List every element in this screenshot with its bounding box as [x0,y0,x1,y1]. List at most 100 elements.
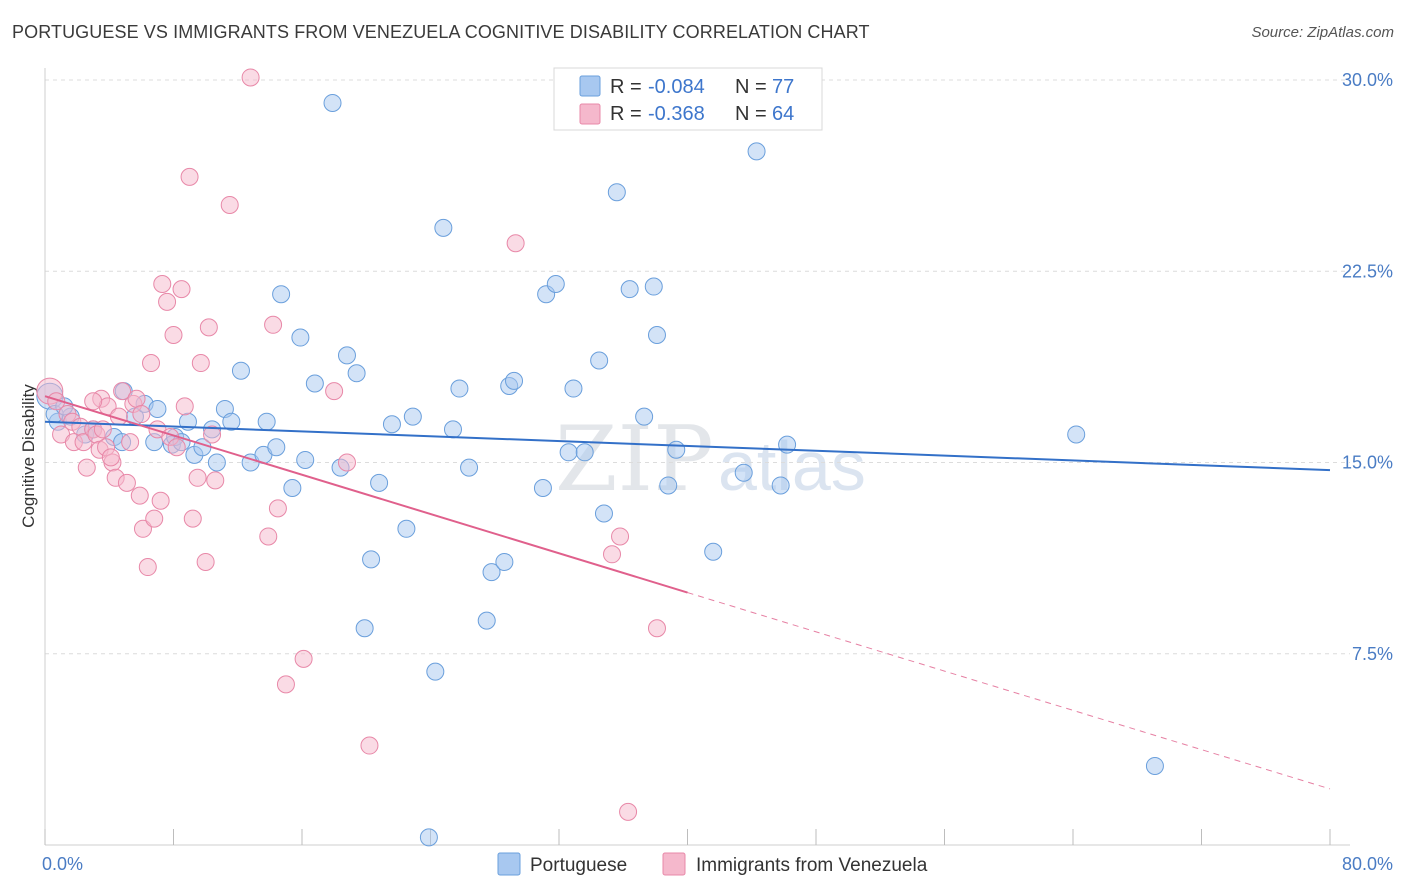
point-venezuela-42 [188,468,207,487]
watermark-zip: ZIP [555,407,714,512]
point-venezuela-41 [183,509,202,528]
point-portuguese-35 [347,364,366,383]
point-venezuela-48 [220,195,239,214]
point-portuguese-70 [747,142,766,161]
point-venezuela-45 [199,318,218,337]
point-venezuela-55 [325,382,344,401]
trend-lines [44,395,1331,790]
point-venezuela-8 [77,458,96,477]
y-tick-labels: 7.5% 15.0% 22.5% 30.0% [1342,70,1393,664]
point-portuguese-39 [382,415,401,434]
point-portuguese-44 [434,218,453,237]
point-venezuela-40 [180,167,199,186]
point-venezuela-33 [153,275,172,293]
point-portuguese-46 [450,379,469,398]
trend-line-venezuela-solid [44,395,688,594]
legend-swatch-portuguese [579,75,601,97]
legend-r-value-2: -0.368 [648,103,705,125]
point-venezuela-49 [241,68,260,87]
point-portuguese-19 [207,453,226,472]
point-portuguese-55 [546,275,565,293]
point-portuguese-66 [659,476,678,495]
point-portuguese-57 [564,379,583,398]
series-legend: Portuguese Immigrants from Venezuela [497,852,928,876]
point-venezuela-12 [93,420,112,439]
legend-r-value-1: -0.084 [648,76,705,98]
point-portuguese-47 [460,458,479,477]
y-axis-label: Cognitive Disability [19,384,38,528]
point-portuguese-56 [559,443,578,462]
point-venezuela-26 [132,405,151,424]
bottom-legend-swatch-portuguese [497,852,521,876]
point-portuguese-27 [272,285,291,304]
point-venezuela-39 [175,397,194,416]
point-portuguese-32 [323,93,342,112]
point-portuguese-26 [267,438,286,457]
point-venezuela-38 [172,280,191,299]
trend-line-venezuela-dashed [687,592,1331,790]
point-portuguese-41 [403,407,422,426]
legend-r-label-1: R = [610,76,642,98]
point-portuguese-21 [222,412,241,431]
point-portuguese-38 [370,473,389,492]
point-portuguese-42 [419,828,438,847]
correlation-legend: R = -0.084 N = 77 R = -0.368 N = 64 [553,67,823,131]
point-venezuela-28 [138,558,157,577]
point-venezuela-30 [145,509,164,528]
x-tick-labels: 0.0% 80.0% [42,854,1393,874]
point-venezuela-32 [151,491,170,510]
point-venezuela-51 [264,315,283,334]
point-venezuela-37 [167,438,186,457]
point-portuguese-63 [635,407,654,426]
legend-r-label-2: R = [610,103,642,125]
point-venezuela-43 [191,354,210,373]
point-venezuela-57 [360,736,379,755]
point-venezuela-54 [294,649,313,668]
legend-swatch-venezuela [579,103,601,125]
legend-n-label-2: N = [735,103,767,125]
point-venezuela-52 [268,499,287,518]
point-portuguese-67 [667,440,686,459]
legend-n-value-2: 64 [772,103,794,125]
point-portuguese-69 [734,463,753,482]
point-portuguese-62 [620,280,639,299]
point-portuguese-53 [533,479,552,497]
point-portuguese-40 [397,519,416,538]
point-venezuela-44 [196,552,215,571]
y-tick-label-1: 15.0% [1342,453,1393,473]
point-portuguese-61 [607,183,626,202]
x-tick-label-0: 0.0% [42,854,83,874]
legend-n-label-1: N = [735,76,767,98]
point-venezuela-22 [121,433,140,452]
legend-n-value-1: 77 [772,76,794,98]
y-tick-label-2: 22.5% [1342,261,1393,281]
y-tick-label-0: 7.5% [1352,644,1393,664]
point-venezuela-53 [276,675,295,694]
point-venezuela-56 [337,453,356,472]
point-portuguese-43 [426,662,445,681]
point-venezuela-50 [259,527,278,546]
point-venezuela-24 [127,389,146,408]
point-portuguese-52 [505,371,524,390]
point-portuguese-64 [644,277,663,296]
data-points [36,68,1164,847]
point-venezuela-47 [206,471,225,490]
point-portuguese-29 [291,328,310,347]
point-venezuela-20 [113,382,132,401]
x-tick-label-1: 80.0% [1342,854,1393,874]
point-portuguese-11 [148,399,167,418]
chart-title: PORTUGUESE VS IMMIGRANTS FROM VENEZUELA … [12,22,870,42]
point-venezuela-21 [117,473,136,492]
point-portuguese-48 [477,611,496,630]
point-venezuela-61 [619,802,638,821]
point-portuguese-31 [305,374,324,393]
point-portuguese-45 [443,420,462,439]
y-tick-label-3: 30.0% [1342,70,1393,90]
point-venezuela-63 [84,392,103,411]
point-portuguese-58 [575,443,594,462]
point-venezuela-18 [101,448,120,467]
source-credit: Source: ZipAtlas.com [1251,24,1394,41]
point-portuguese-36 [355,619,374,638]
point-portuguese-73 [1067,425,1086,444]
